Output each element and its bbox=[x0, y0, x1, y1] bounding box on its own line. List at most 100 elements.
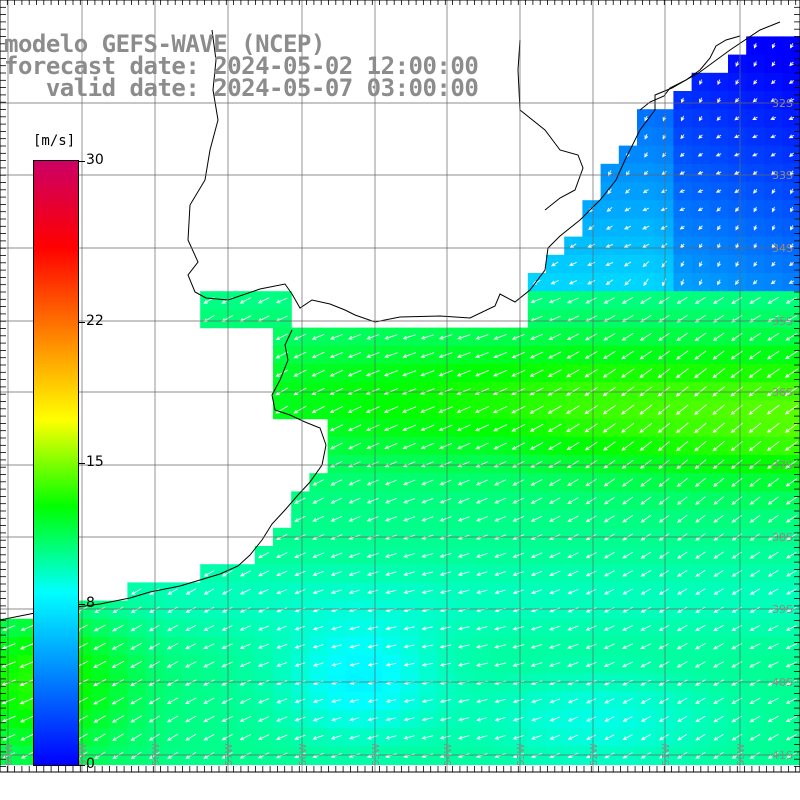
wind-arrow bbox=[642, 261, 650, 268]
wind-arrow bbox=[730, 332, 743, 341]
wind-arrow bbox=[676, 679, 688, 686]
wind-arrow bbox=[167, 624, 179, 632]
wind-arrow bbox=[699, 79, 703, 86]
wind-arrow bbox=[767, 296, 779, 304]
wind-arrow bbox=[680, 243, 685, 249]
wind-arrow bbox=[548, 625, 561, 631]
wind-arrow bbox=[748, 368, 762, 379]
wind-arrow bbox=[257, 625, 270, 631]
wind-arrow bbox=[644, 134, 649, 140]
wind-arrow bbox=[568, 261, 577, 267]
wind-arrow bbox=[167, 733, 179, 741]
wind-arrow bbox=[621, 459, 634, 469]
wind-arrow bbox=[733, 152, 740, 157]
wind-arrow bbox=[639, 404, 653, 415]
wind-arrow bbox=[567, 478, 579, 487]
wind-arrow bbox=[587, 243, 595, 248]
wind-arrow bbox=[748, 350, 762, 360]
wind-arrow bbox=[548, 643, 561, 649]
wind-arrow bbox=[239, 679, 251, 686]
wind-arrow bbox=[130, 642, 143, 650]
wind-arrow bbox=[639, 441, 653, 452]
wind-arrow bbox=[511, 387, 526, 396]
wind-arrow bbox=[749, 296, 761, 304]
wind-arrow bbox=[584, 351, 598, 359]
wind-arrow bbox=[621, 368, 635, 378]
wind-arrow bbox=[785, 350, 798, 360]
wind-arrow bbox=[785, 332, 798, 341]
wind-arrow bbox=[330, 716, 342, 722]
wind-arrow bbox=[439, 699, 452, 704]
wind-arrow bbox=[640, 679, 652, 686]
wind-arrow bbox=[276, 698, 288, 704]
wind-arrow bbox=[566, 297, 579, 304]
wind-arrow bbox=[276, 589, 288, 595]
wind-arrow bbox=[492, 387, 508, 395]
wind-arrow bbox=[494, 497, 507, 504]
wind-arrow bbox=[384, 516, 397, 522]
wind-arrow bbox=[699, 261, 703, 268]
wind-arrow bbox=[752, 279, 758, 285]
wind-arrow bbox=[713, 606, 724, 613]
wind-arrow bbox=[790, 206, 794, 213]
wind-arrow bbox=[713, 643, 725, 650]
wind-arrow bbox=[130, 624, 142, 632]
latitude-label: 35S bbox=[772, 315, 793, 328]
wind-arrow bbox=[403, 735, 415, 740]
wind-arrow bbox=[276, 680, 288, 686]
wind-arrow bbox=[621, 297, 634, 304]
wind-arrow bbox=[622, 551, 634, 559]
wind-arrow bbox=[203, 624, 215, 631]
wind-arrow bbox=[713, 551, 724, 559]
wind-arrow bbox=[185, 643, 197, 650]
wind-arrow bbox=[366, 479, 379, 486]
wind-arrow bbox=[713, 588, 724, 595]
colorbar-tick-mark bbox=[79, 322, 85, 324]
wind-arrow bbox=[329, 333, 343, 340]
wind-arrow bbox=[547, 423, 562, 432]
wind-arrow bbox=[658, 459, 670, 470]
wind-arrow bbox=[384, 497, 397, 504]
wind-arrow bbox=[258, 588, 269, 595]
wind-arrow bbox=[642, 243, 650, 248]
wind-arrow bbox=[785, 551, 797, 559]
wind-arrow bbox=[715, 170, 722, 175]
wind-arrow bbox=[621, 661, 634, 668]
wind-arrow bbox=[329, 424, 343, 432]
wind-arrow bbox=[94, 606, 106, 613]
wind-arrow bbox=[185, 624, 197, 631]
wind-arrow bbox=[551, 261, 559, 267]
wind-arrow bbox=[475, 479, 489, 486]
wind-arrow bbox=[20, 733, 34, 741]
wind-arrow bbox=[676, 496, 688, 505]
wind-arrow bbox=[2, 625, 16, 632]
wind-arrow bbox=[640, 624, 652, 631]
wind-arrow bbox=[347, 369, 362, 377]
wind-arrow bbox=[716, 225, 721, 231]
wind-arrow bbox=[676, 350, 689, 360]
wind-arrow bbox=[420, 424, 435, 432]
wind-arrow bbox=[731, 697, 743, 704]
wind-arrow bbox=[349, 626, 360, 631]
wind-arrow bbox=[585, 478, 598, 487]
wind-arrow bbox=[603, 570, 615, 577]
colorbar-tick-mark bbox=[79, 161, 85, 162]
wind-arrow bbox=[331, 644, 342, 649]
wind-arrow bbox=[658, 661, 670, 668]
wind-arrow bbox=[456, 352, 471, 359]
wind-arrow bbox=[717, 261, 721, 268]
wind-arrow bbox=[239, 716, 251, 722]
wind-arrow bbox=[749, 496, 761, 505]
wind-arrow bbox=[603, 315, 616, 323]
wind-arrow bbox=[257, 552, 270, 559]
wind-arrow bbox=[712, 440, 725, 452]
wind-arrow bbox=[311, 405, 325, 414]
wind-arrow bbox=[730, 440, 744, 452]
wind-arrow bbox=[585, 679, 597, 686]
wind-arrow bbox=[752, 116, 758, 120]
wind-arrow bbox=[203, 715, 215, 723]
lagoon-outline bbox=[639, 35, 741, 111]
wind-arrow bbox=[713, 496, 724, 505]
wind-arrow bbox=[93, 624, 106, 632]
wind-arrow bbox=[770, 116, 776, 120]
